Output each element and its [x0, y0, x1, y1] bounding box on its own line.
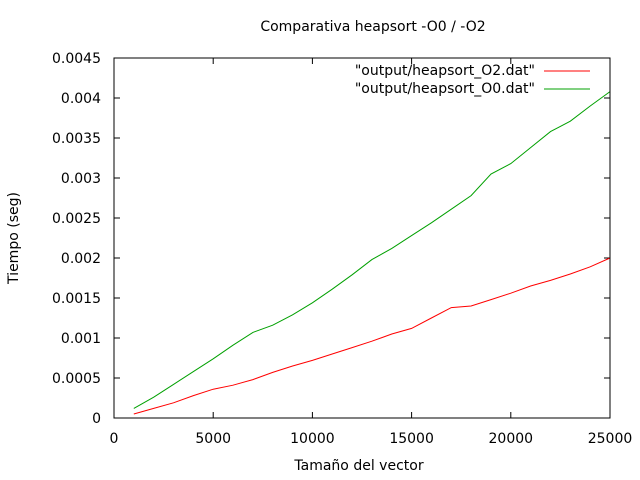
chart-title: Comparativa heapsort -O0 / -O2 [260, 19, 485, 35]
x-tick-label: 10000 [290, 431, 335, 447]
ticks: 0 5000 10000 15000 20000 25000 0 0.0005 0.001 0.0… [52, 51, 632, 447]
y-tick-label: 0.004 [61, 91, 101, 107]
x-tick-label: 0 [110, 431, 119, 447]
y-tick-label: 0.002 [61, 251, 101, 267]
plot-frame [113, 57, 611, 419]
y-tick-label: 0 [92, 411, 101, 427]
legend-label-O0: "output/heapsort_O0.dat" [355, 81, 535, 97]
series-line-1 [133, 91, 611, 409]
y-tick-label: 0.003 [61, 171, 101, 187]
y-axis-label: Tiempo (seg) [6, 192, 22, 285]
y-tick-label: 0.0015 [52, 291, 101, 307]
x-tick-label: 25000 [588, 431, 633, 447]
series-layer [133, 91, 611, 415]
x-axis-label: Tamaño del vector [293, 458, 423, 474]
y-tick-label: 0.001 [61, 331, 101, 347]
x-tick-label: 5000 [195, 431, 231, 447]
y-tick-label: 0.0025 [52, 211, 101, 227]
y-tick-label: 0.0005 [52, 371, 101, 387]
legend-label-O2: "output/heapsort_O2.dat" [355, 63, 535, 79]
series-line-0 [133, 257, 611, 415]
y-tick-label: 0.0035 [52, 131, 101, 147]
x-tick-label: 15000 [389, 431, 434, 447]
y-tick-label: 0.0045 [52, 51, 101, 67]
x-tick-label: 20000 [489, 431, 534, 447]
legend: "output/heapsort_O2.dat" "output/heapsor… [355, 63, 590, 97]
